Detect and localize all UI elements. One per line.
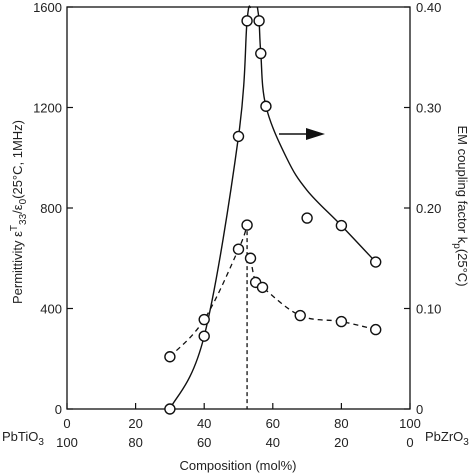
permittivity-point bbox=[370, 256, 382, 268]
permittivity-point bbox=[232, 130, 245, 143]
x-tick-label-bottom: 20 bbox=[334, 435, 348, 450]
permittivity-point bbox=[198, 330, 210, 342]
axes-frame bbox=[66, 6, 411, 410]
permittivity-point bbox=[335, 219, 348, 232]
data-markers bbox=[164, 15, 382, 415]
coupling-point bbox=[244, 252, 257, 264]
right-y-tick-label: 0.40 bbox=[416, 0, 441, 15]
pbtio3-label: PbTiO3 bbox=[2, 429, 44, 448]
coupling-point bbox=[232, 243, 245, 255]
coupling-point bbox=[164, 351, 176, 363]
axis-ticks: 04008001200160000.100.200.300.4001002080… bbox=[33, 0, 441, 450]
permittivity-point bbox=[164, 403, 176, 415]
x-tick-label-bottom: 80 bbox=[128, 435, 142, 450]
permittivity-curve-rise bbox=[169, 5, 252, 410]
coupling-point bbox=[370, 323, 382, 336]
left-y-tick-label: 800 bbox=[40, 201, 62, 216]
coupling-point bbox=[294, 309, 306, 322]
x-tick-label-top: 60 bbox=[266, 416, 280, 431]
coupling-point bbox=[335, 315, 348, 328]
permittivity-point bbox=[255, 47, 267, 60]
x-tick-label-top: 40 bbox=[197, 416, 211, 431]
permittivity-point bbox=[301, 212, 313, 224]
x-tick-label-top: 20 bbox=[128, 416, 142, 431]
left-y-tick-label: 0 bbox=[55, 402, 62, 417]
coupling-point bbox=[256, 281, 269, 294]
right-axis-title: EM coupling factor kp(25°C) bbox=[451, 125, 470, 286]
right-y-tick-label: 0.10 bbox=[416, 302, 441, 317]
coupling-curve-fall bbox=[249, 258, 376, 331]
x-tick-label-top: 80 bbox=[334, 416, 348, 431]
permittivity-series bbox=[169, 5, 377, 410]
left-axis-title: Permittivity εT33/ε0(25°C, 1MHz) bbox=[9, 120, 29, 304]
x-tick-label-top: 100 bbox=[399, 416, 421, 431]
left-y-tick-label: 1600 bbox=[33, 0, 62, 15]
permittivity-point bbox=[241, 15, 253, 27]
right-y-tick-label: 0.30 bbox=[416, 101, 441, 116]
x-axis-title: Composition (mol%) bbox=[179, 458, 296, 473]
x-tick-label-bottom: 60 bbox=[197, 435, 211, 450]
right-y-tick-label: 0 bbox=[416, 402, 423, 417]
plot-frame bbox=[66, 6, 411, 410]
x-tick-label-bottom: 100 bbox=[56, 435, 78, 450]
pbzro3-label: PbZrO3 bbox=[425, 429, 469, 448]
x-tick-label-top: 0 bbox=[63, 416, 70, 431]
permittivity-point bbox=[260, 100, 272, 112]
x-tick-label-bottom: 40 bbox=[266, 435, 280, 450]
coupling-point bbox=[198, 313, 210, 326]
left-y-tick-label: 400 bbox=[40, 302, 62, 317]
right-y-tick-label: 0.20 bbox=[416, 201, 441, 216]
right-axis-arrow bbox=[279, 128, 325, 140]
coupling-curve-rise bbox=[169, 224, 248, 358]
permittivity-point bbox=[253, 15, 265, 27]
x-tick-label-bottom: 0 bbox=[406, 435, 413, 450]
left-y-tick-label: 1200 bbox=[33, 101, 62, 116]
coupling-point bbox=[241, 219, 253, 231]
